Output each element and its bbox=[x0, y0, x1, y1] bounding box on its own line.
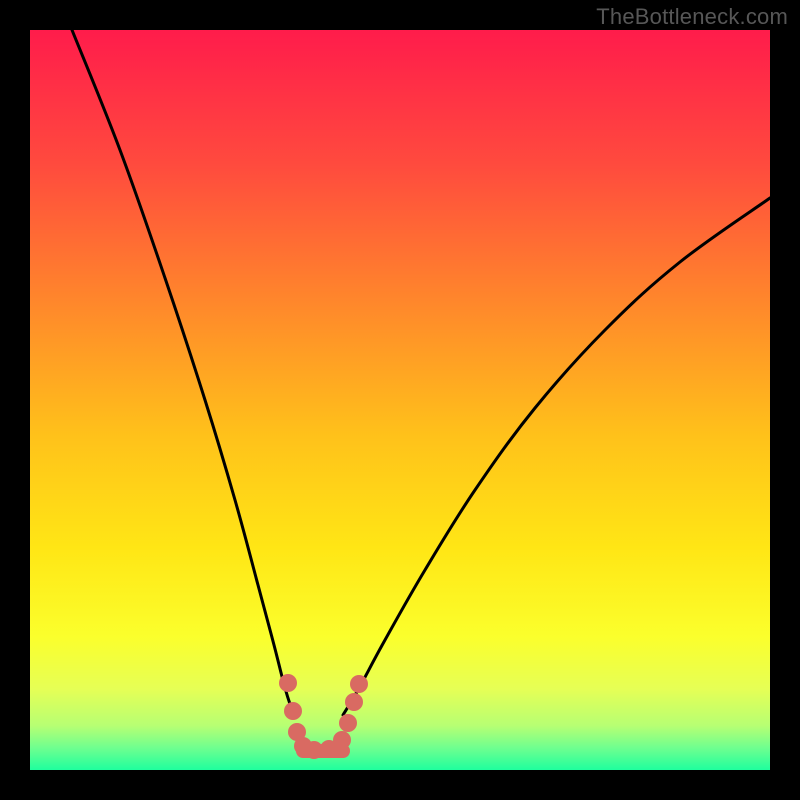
curve-marker bbox=[350, 675, 368, 693]
chart-frame: TheBottleneck.com bbox=[0, 0, 800, 800]
plot-area bbox=[30, 30, 770, 770]
curve-right-branch bbox=[343, 198, 770, 715]
curve-marker bbox=[339, 714, 357, 732]
watermark-text: TheBottleneck.com bbox=[596, 4, 788, 30]
bottleneck-curve-svg bbox=[30, 30, 770, 770]
curve-marker bbox=[345, 693, 363, 711]
curve-marker bbox=[279, 674, 297, 692]
curve-marker bbox=[284, 702, 302, 720]
curve-marker bbox=[333, 731, 351, 749]
curve-left-branch bbox=[72, 30, 292, 710]
